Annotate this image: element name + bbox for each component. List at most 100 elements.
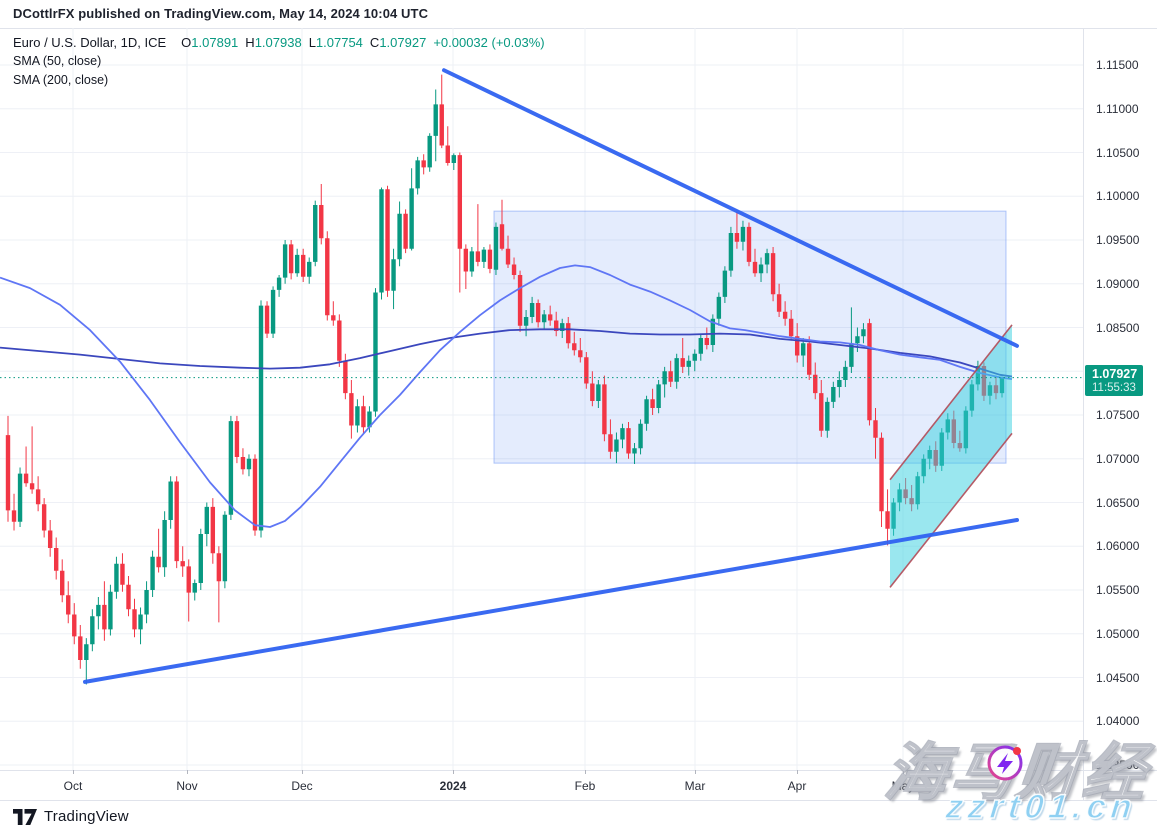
candle-body (379, 189, 384, 293)
candle-body (885, 511, 890, 529)
open-label: O (181, 35, 192, 50)
candle-body (566, 323, 571, 344)
candle-body (734, 233, 740, 242)
time-axis-label-apr: Apr (787, 779, 807, 793)
candle-body (427, 135, 432, 168)
candle-body (325, 238, 330, 316)
candle-body (469, 251, 475, 272)
time-axis-label-feb: Feb (574, 779, 596, 793)
time-axis-label-may: May (891, 779, 915, 793)
candle-body (801, 343, 806, 356)
candle-body (120, 563, 125, 585)
indicator-sma200-label[interactable]: SMA (200, close) (13, 73, 109, 87)
candle-body (608, 434, 613, 452)
time-axis-tick (903, 770, 904, 774)
price-axis-label: 1.05000 (1096, 627, 1140, 641)
time-axis-label-nov: Nov (176, 779, 198, 793)
time-axis-tick (302, 770, 303, 774)
candle-body (620, 428, 625, 440)
price-axis-label: 1.10000 (1096, 189, 1140, 203)
time-axis-tick (187, 770, 188, 774)
candle-body (475, 251, 481, 262)
candle-body (403, 213, 408, 249)
chart-pane[interactable] (0, 0, 1083, 800)
candle-body (746, 226, 752, 262)
indicator-sma50-label[interactable]: SMA (50, close) (13, 54, 102, 68)
candle-body (240, 457, 246, 470)
candle-body (638, 423, 643, 449)
candle-body (108, 591, 113, 630)
candle-body (722, 270, 728, 297)
candle-body (144, 590, 149, 615)
candle-body (626, 428, 631, 454)
candle-body (572, 343, 577, 351)
candle-body (252, 458, 258, 531)
candle-body (307, 261, 312, 277)
candle-body (385, 189, 390, 291)
candle-body (264, 305, 270, 334)
candle-body (300, 254, 306, 277)
candle-body (788, 318, 794, 337)
time-axis-separator (0, 770, 1157, 771)
candle-body (825, 401, 830, 431)
high-label: H (245, 35, 255, 50)
candle-body (752, 261, 758, 274)
candle-body (505, 248, 511, 265)
candle-body (873, 420, 878, 438)
candle-body (313, 205, 318, 262)
price-axis-label: 1.03500 (1096, 758, 1140, 772)
candle-body (596, 384, 601, 401)
candle-body (367, 411, 372, 428)
candle-body (216, 553, 222, 582)
ascending-support-trendline[interactable] (83, 518, 1019, 684)
candle-body (614, 439, 619, 452)
candle-body (855, 336, 860, 344)
candle-body (180, 561, 185, 567)
price-axis-label: 1.07500 (1096, 408, 1140, 422)
candle-body (391, 259, 396, 291)
candle-body (174, 481, 179, 562)
channel-lower-line[interactable] (889, 432, 1013, 588)
candle-body (487, 249, 493, 269)
low-value: 1.07754 (315, 35, 363, 50)
candle-body (662, 371, 667, 385)
candle-body (415, 160, 420, 189)
candle-body (96, 604, 101, 617)
candle-body (258, 305, 264, 531)
tradingview-brand[interactable]: TradingView (13, 808, 129, 825)
candle-body (849, 343, 854, 367)
price-axis-label: 1.04000 (1096, 714, 1140, 728)
candle-body (523, 317, 529, 326)
candle-body (349, 393, 354, 426)
candle-body (493, 226, 499, 270)
chart-legend[interactable]: Euro / U.S. Dollar, 1D, ICE O1.07891 H1.07… (13, 33, 545, 90)
candle-body (23, 473, 29, 484)
price-axis-label: 1.11000 (1096, 102, 1139, 116)
candle-body (698, 338, 703, 354)
candle-body (421, 160, 426, 168)
candle-body (319, 205, 324, 239)
candle-body (204, 506, 209, 534)
time-axis-tick (695, 770, 696, 774)
candle-body (584, 357, 589, 384)
candle-body (451, 155, 456, 163)
candle-body (53, 548, 59, 571)
sma-50-line[interactable] (0, 264, 1013, 528)
candle-body (445, 145, 450, 163)
candle-body (867, 323, 872, 421)
candle-body (168, 481, 173, 520)
parallel-channel-fill[interactable] (890, 324, 1012, 588)
candle-body (126, 584, 131, 610)
descending-resistance-trendline[interactable] (442, 68, 1019, 348)
time-axis-label-dec: Dec (291, 779, 313, 793)
candle-body (879, 437, 884, 512)
channel-upper-line[interactable] (889, 324, 1013, 481)
time-axis-tick (585, 770, 586, 774)
candle-body (481, 249, 487, 262)
candle-body (728, 233, 734, 271)
price-axis-label: 1.04500 (1096, 671, 1140, 685)
candle-body (186, 566, 191, 593)
price-axis-label: 1.10500 (1096, 146, 1140, 160)
time-axis-label-oct: Oct (63, 779, 83, 793)
candle-body (156, 556, 161, 568)
